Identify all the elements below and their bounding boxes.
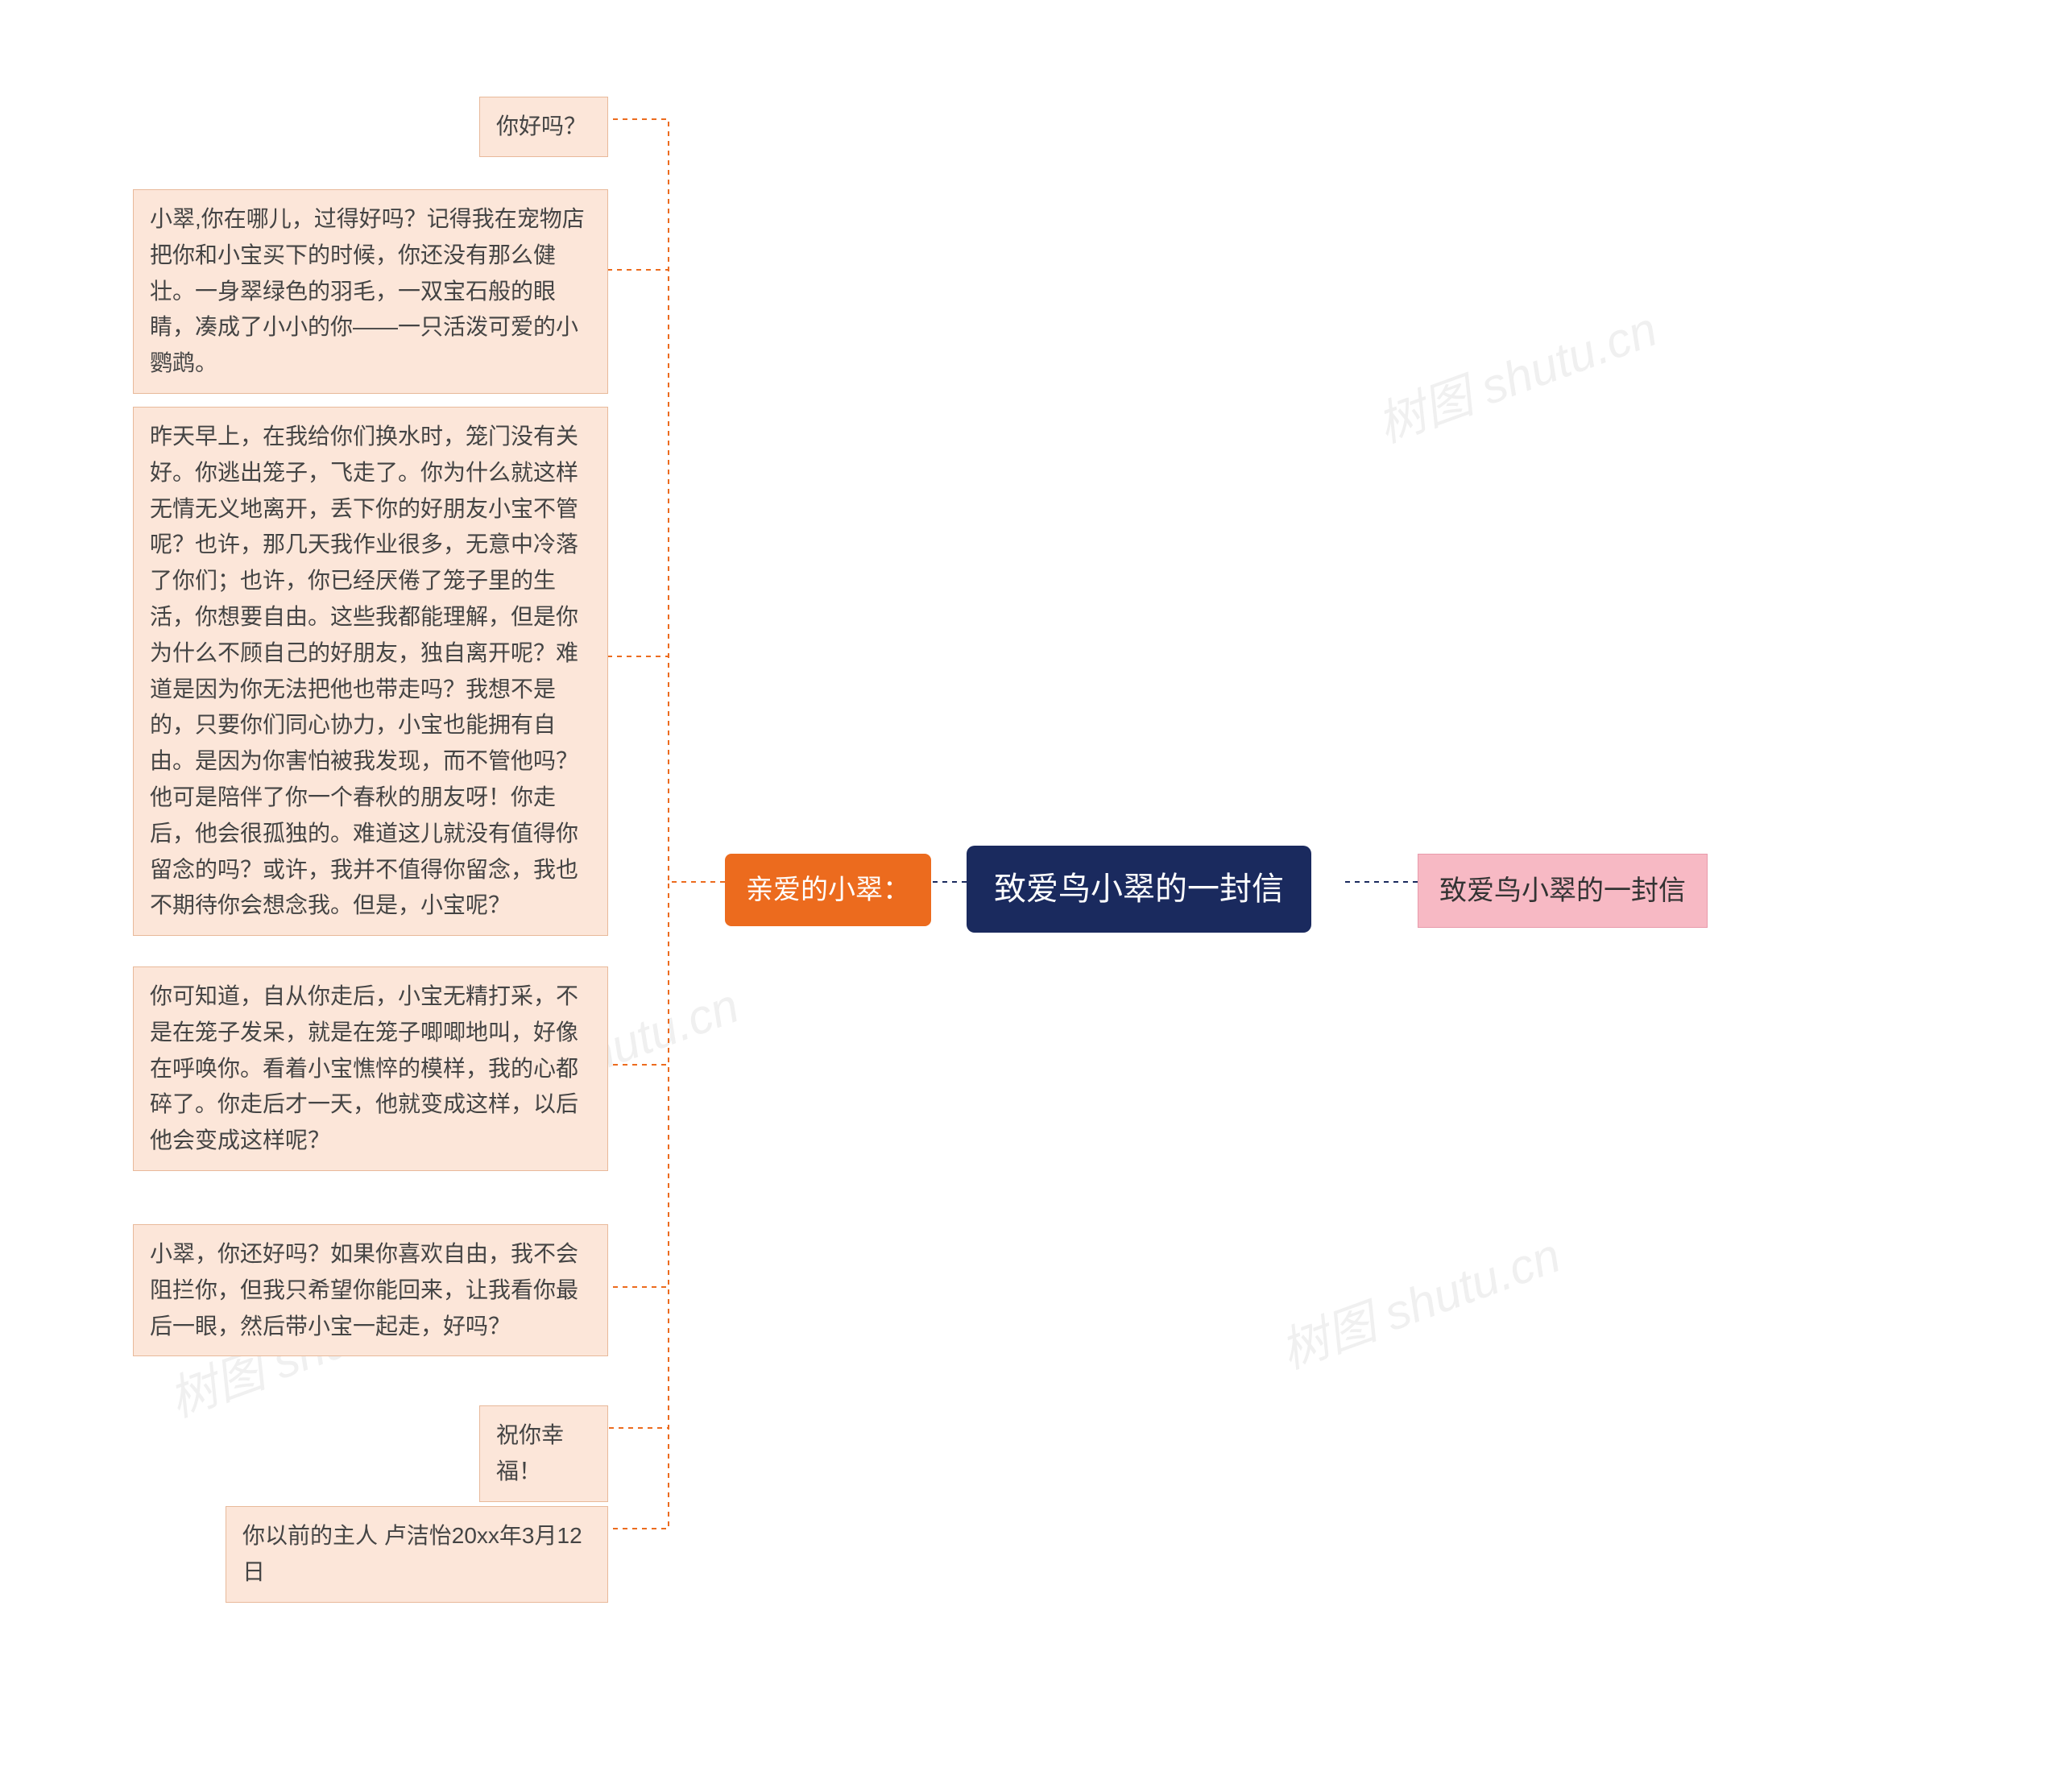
leaf-node[interactable]: 你好吗？ <box>479 97 608 157</box>
branch-right[interactable]: 致爱鸟小翠的一封信 <box>1418 854 1708 928</box>
connector-leaf2 <box>608 270 725 882</box>
leaf-node[interactable]: 你以前的主人 卢洁怡20xx年3月12日 <box>226 1506 608 1603</box>
watermark: 树图 shutu.cn <box>1366 290 1665 456</box>
leaf-node[interactable]: 昨天早上，在我给你们换水时，笼门没有关好。你逃出笼子，飞走了。你为什么就这样无情… <box>133 407 608 936</box>
connector-leaf7 <box>608 882 725 1529</box>
leaf-node[interactable]: 小翠，你还好吗？如果你喜欢自由，我不会阻拦你，但我只希望你能回来，让我看你最后一… <box>133 1224 608 1356</box>
connector-leaf6 <box>608 882 725 1428</box>
connector-leaf4 <box>608 882 725 1065</box>
connector-leaf5 <box>608 882 725 1287</box>
watermark: 树图 shutu.cn <box>1269 1216 1568 1382</box>
connector-leaf1 <box>608 119 725 882</box>
mindmap-root[interactable]: 致爱鸟小翠的一封信 <box>967 846 1311 933</box>
leaf-node[interactable]: 祝你幸福！ <box>479 1405 608 1502</box>
leaf-node[interactable]: 小翠,你在哪儿，过得好吗？记得我在宠物店把你和小宝买下的时候，你还没有那么健壮。… <box>133 189 608 394</box>
leaf-node[interactable]: 你可知道，自从你走后，小宝无精打采，不是在笼子发呆，就是在笼子唧唧地叫，好像在呼… <box>133 966 608 1171</box>
connector-leaf3 <box>608 656 725 882</box>
branch-left[interactable]: 亲爱的小翠： <box>725 854 931 926</box>
